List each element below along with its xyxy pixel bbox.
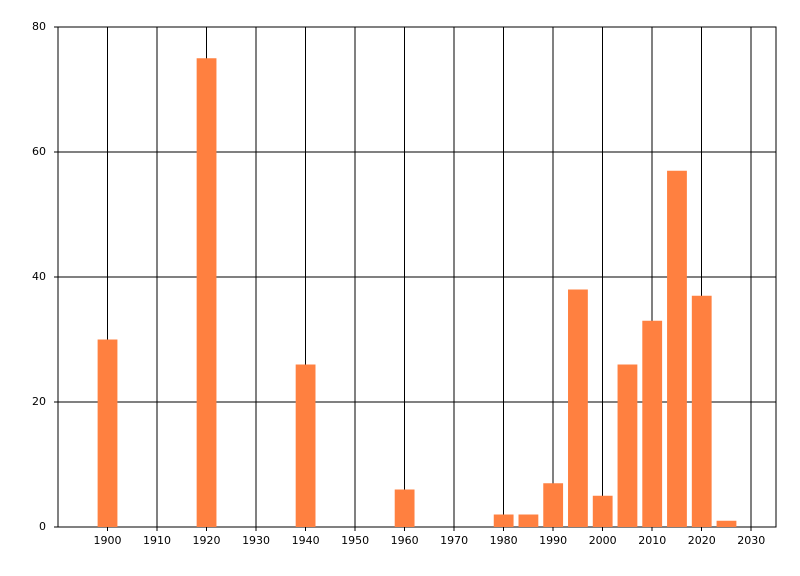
x-tick-label: 1980 bbox=[490, 534, 518, 547]
x-tick-label: 1950 bbox=[341, 534, 369, 547]
bar bbox=[518, 514, 539, 527]
y-tick-label: 0 bbox=[39, 520, 46, 533]
x-tick-label: 1990 bbox=[539, 534, 567, 547]
x-tick-label: 1910 bbox=[143, 534, 171, 547]
bar bbox=[493, 514, 514, 527]
x-tick-label: 1920 bbox=[193, 534, 221, 547]
bar bbox=[97, 339, 118, 527]
y-tick-label: 40 bbox=[32, 270, 46, 283]
x-tick-label: 1900 bbox=[94, 534, 122, 547]
x-tick-label: 2010 bbox=[638, 534, 666, 547]
x-tick-label: 2020 bbox=[688, 534, 716, 547]
bar bbox=[716, 520, 737, 527]
x-tick-label: 1940 bbox=[292, 534, 320, 547]
x-tick-label: 1970 bbox=[440, 534, 468, 547]
x-tick-label: 2030 bbox=[737, 534, 765, 547]
bar bbox=[691, 295, 712, 527]
bar bbox=[394, 489, 415, 527]
bar bbox=[667, 170, 687, 527]
bar bbox=[543, 483, 564, 527]
x-tick-label: 2000 bbox=[589, 534, 617, 547]
x-tick-label: 1930 bbox=[242, 534, 270, 547]
bar bbox=[295, 364, 316, 527]
bar bbox=[196, 58, 217, 527]
x-tick-label: 1960 bbox=[391, 534, 419, 547]
y-tick-label: 60 bbox=[32, 145, 46, 158]
bar bbox=[568, 289, 588, 527]
y-tick-label: 20 bbox=[32, 395, 46, 408]
bar bbox=[617, 364, 638, 527]
y-tick-label: 80 bbox=[32, 20, 46, 33]
bar bbox=[642, 320, 663, 527]
bar bbox=[592, 495, 613, 527]
